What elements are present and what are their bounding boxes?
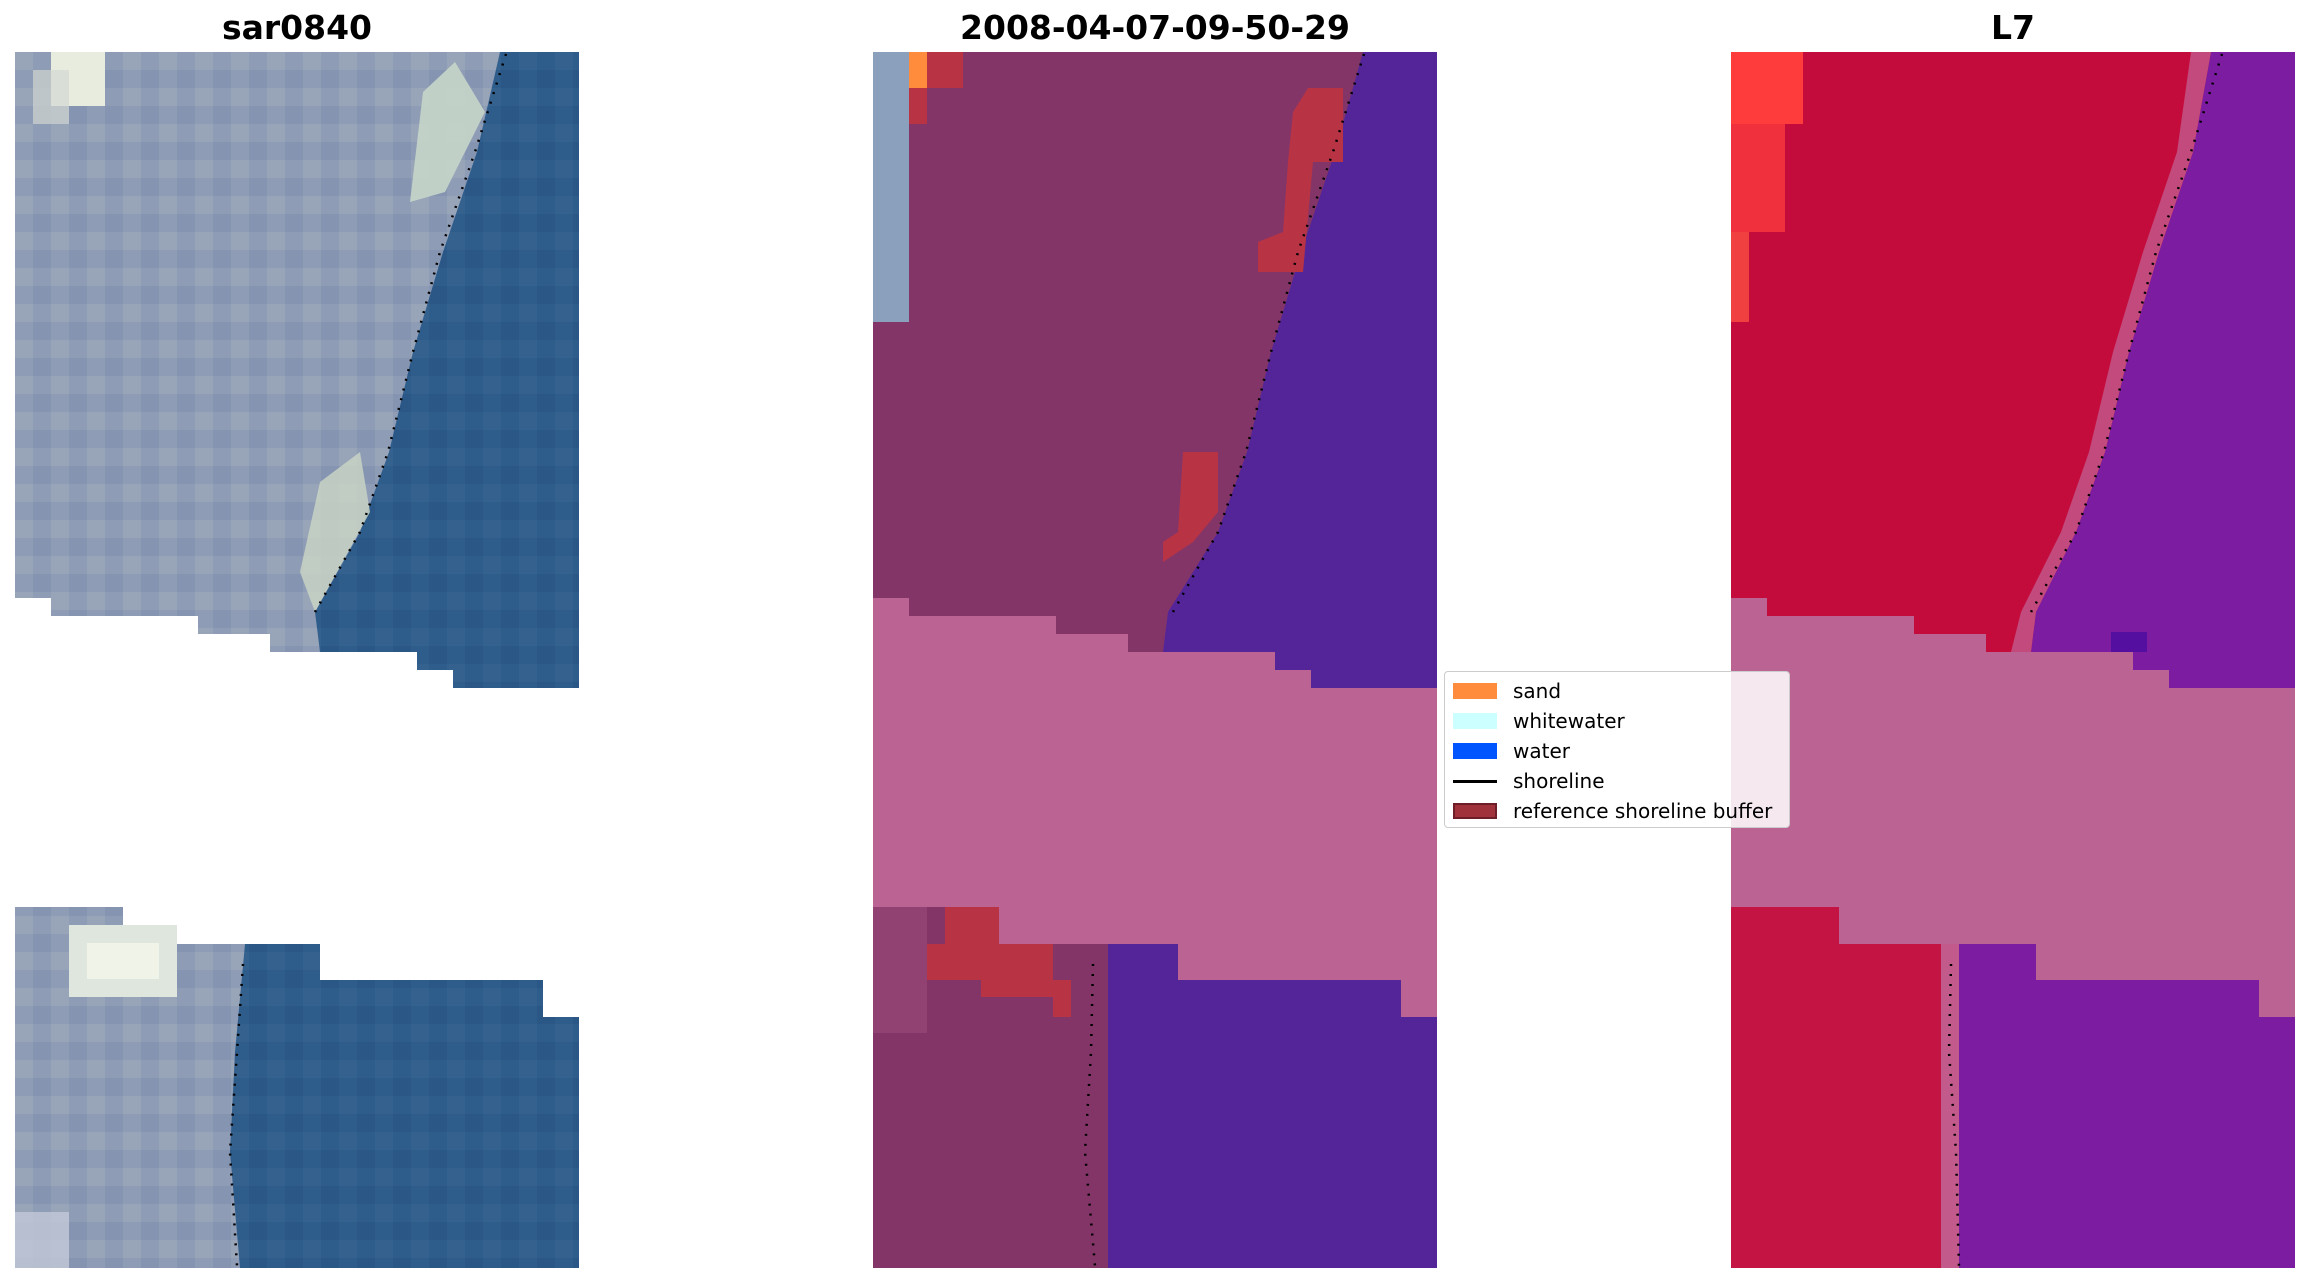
- classified-image-panel: [873, 52, 1437, 1268]
- classified-image: [873, 52, 1437, 1268]
- shoreline-line-icon: [1453, 779, 1497, 783]
- legend-item-sand: sand: [1453, 676, 1561, 706]
- sand-swatch: [1453, 683, 1497, 699]
- legend-label-buffer: reference shoreline buffer: [1513, 799, 1773, 823]
- water-swatch: [1453, 743, 1497, 759]
- rgb-image: [15, 52, 579, 1268]
- index-image-panel: [1731, 52, 2295, 1268]
- shoreline-index-top: [2029, 53, 2224, 613]
- index-image: [1731, 52, 2295, 1268]
- legend-label-water: water: [1513, 739, 1570, 763]
- panel-title-classified: 2008-04-07-09-50-29: [960, 8, 1350, 47]
- legend-item-shoreline: shoreline: [1453, 766, 1605, 796]
- whitewater-swatch: [1453, 713, 1497, 729]
- buffer-swatch: [1453, 803, 1497, 819]
- legend-label-whitewater: whitewater: [1513, 709, 1625, 733]
- shoreline-classified-top: [1171, 53, 1366, 613]
- legend-item-whitewater: whitewater: [1453, 706, 1625, 736]
- rgb-top-block: [15, 52, 579, 688]
- legend-item-buffer: reference shoreline buffer: [1453, 796, 1772, 826]
- panel-title-rgb: sar0840: [221, 8, 373, 47]
- legend: sand whitewater water shoreline referenc…: [1444, 671, 1790, 828]
- legend-label-sand: sand: [1513, 679, 1562, 703]
- legend-item-water: water: [1453, 736, 1570, 766]
- rgb-bottom-block: [15, 907, 579, 1268]
- shoreline-rgb-top: [313, 53, 508, 613]
- panel-title-index: L7: [1991, 8, 2035, 47]
- legend-label-shoreline: shoreline: [1513, 769, 1605, 793]
- rgb-image-panel: [15, 52, 579, 1268]
